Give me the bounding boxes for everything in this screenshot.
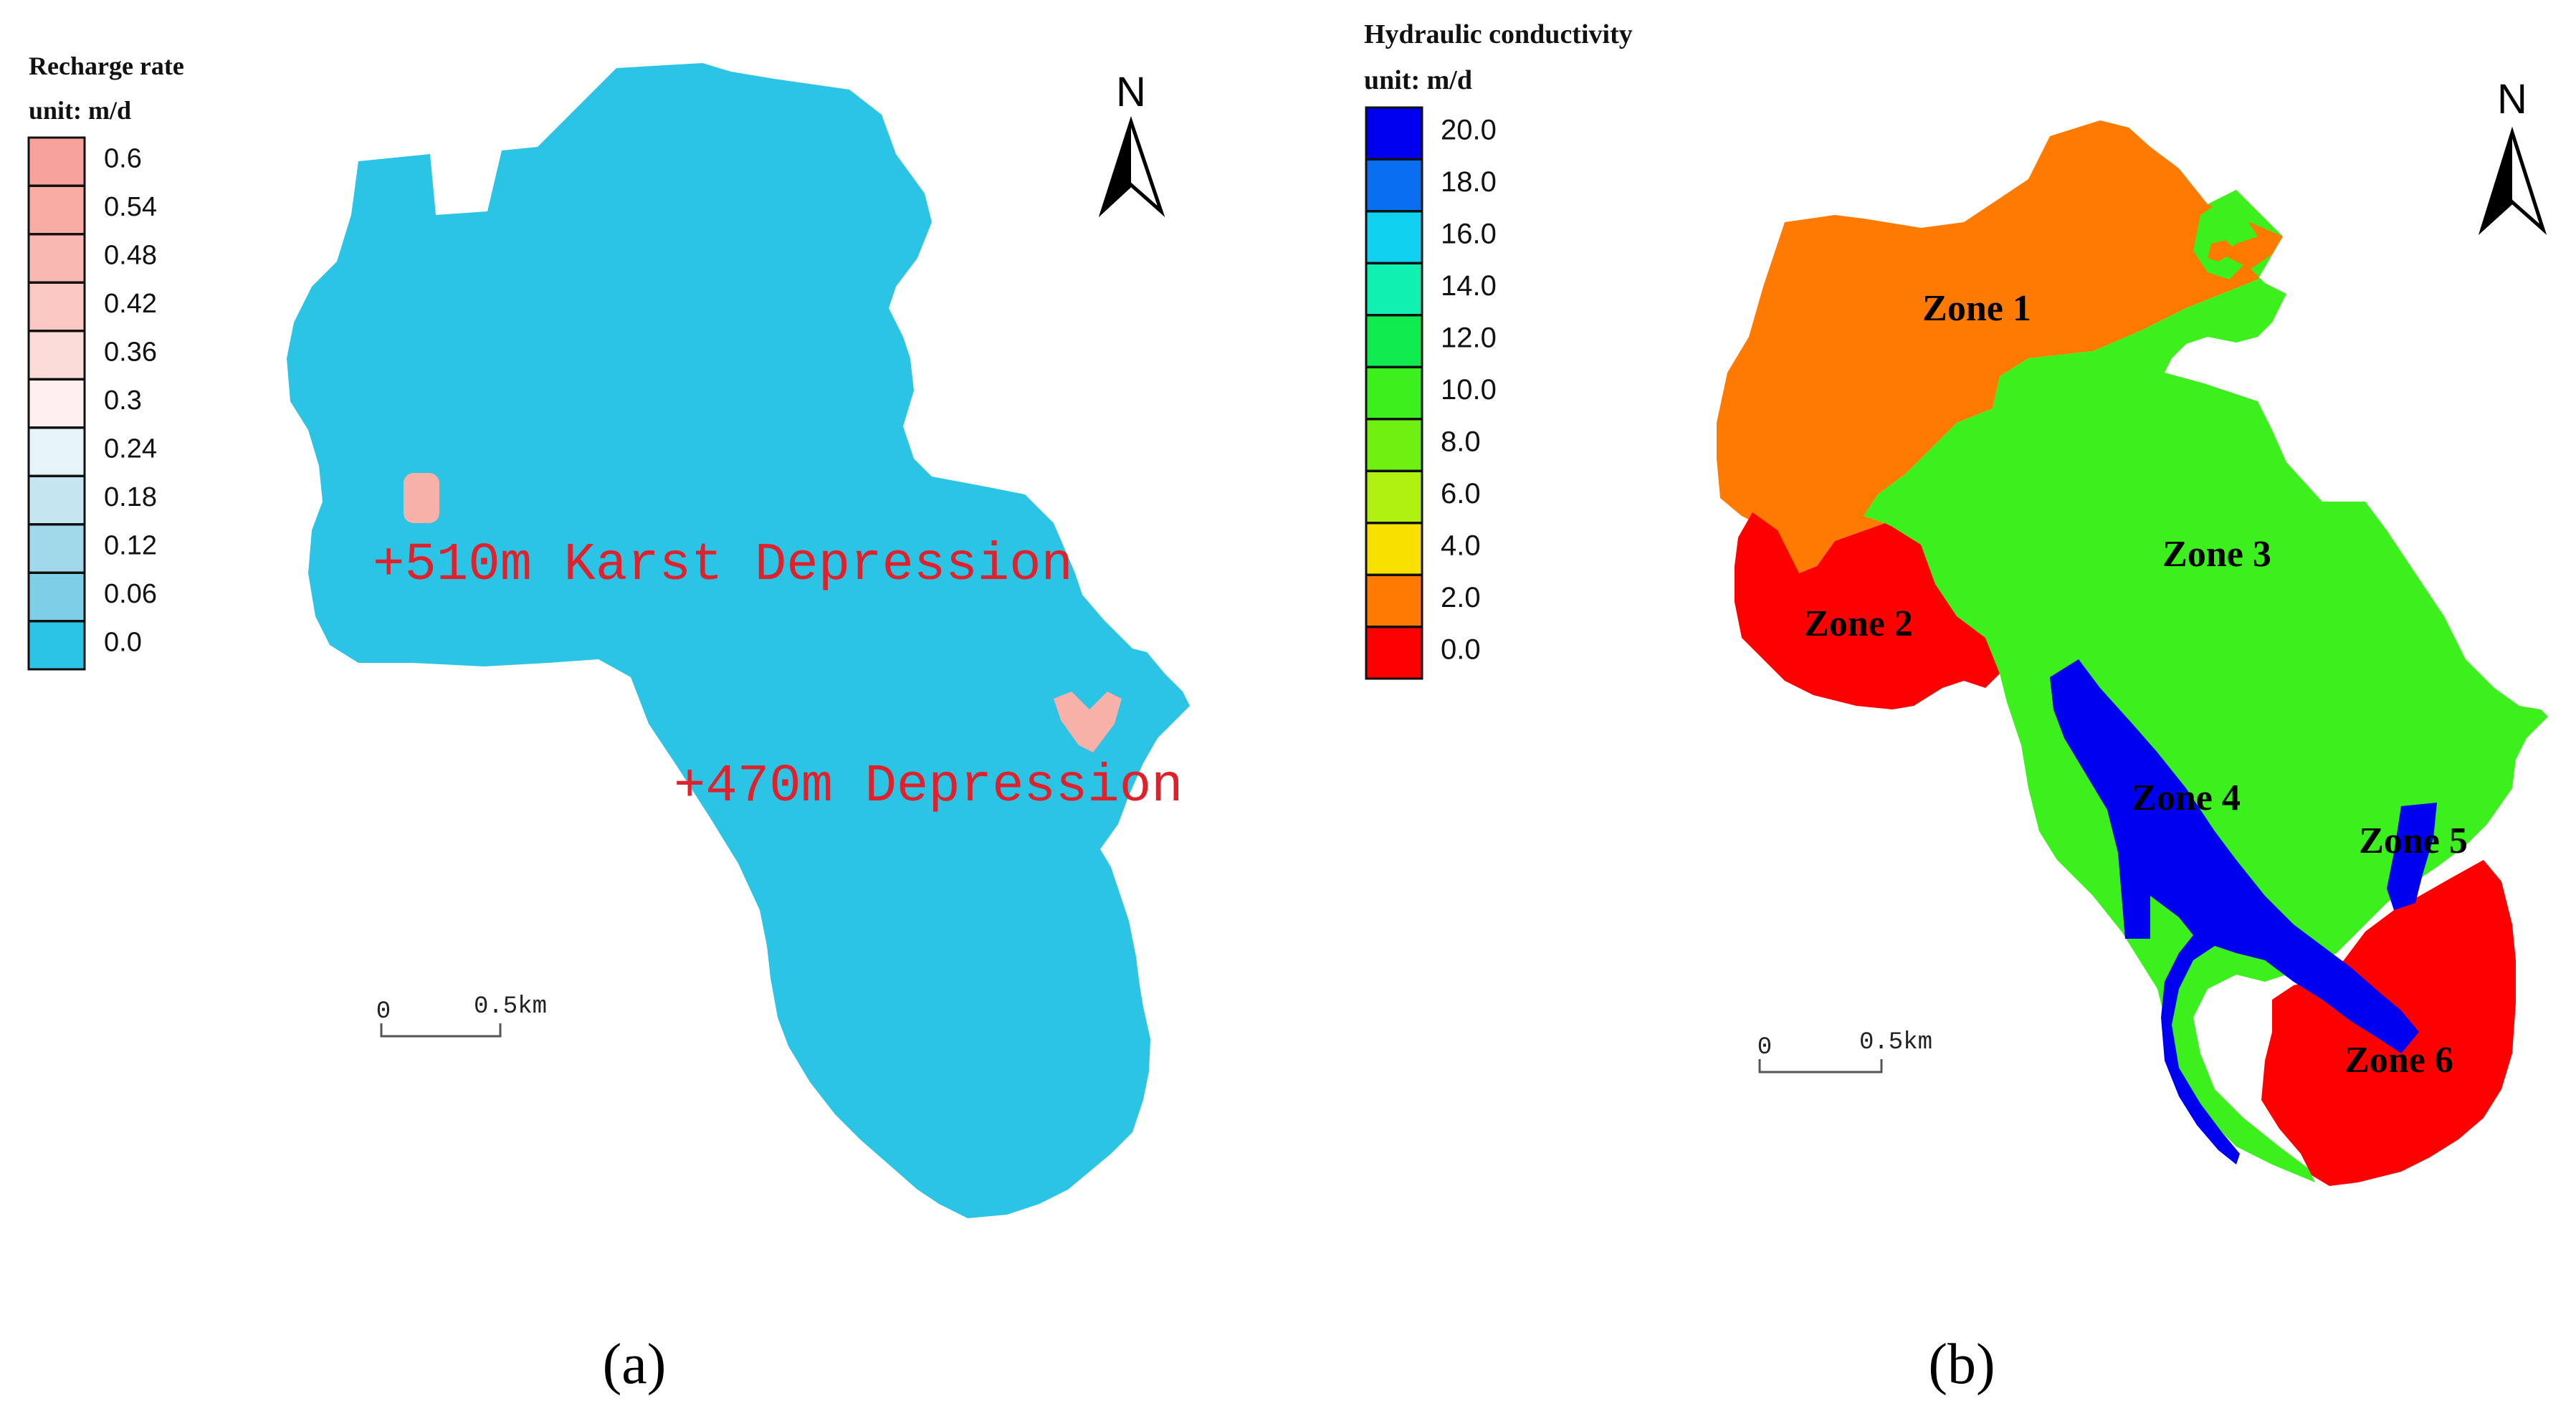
legend-swatches: 0.6 0.54 0.48 0.42 0.36 0.3 0.24 0.18 0.12 0.06 0.… — [27, 136, 157, 671]
legend-swatch — [27, 426, 86, 477]
annotation-depression: +470m Depression — [674, 757, 1183, 817]
scale-start: 0 — [1757, 1034, 1772, 1061]
zone-3-area — [1864, 190, 2548, 1182]
karst-depression-510 — [404, 473, 439, 523]
legend-title: Recharge rate — [29, 52, 184, 80]
zone-3-label: Zone 3 — [2162, 534, 2271, 575]
zone-5-area — [2387, 803, 2437, 910]
legend-label: 0.48 — [104, 241, 157, 271]
zone-2-label: Zone 2 — [1804, 603, 1913, 644]
zone-1-label: Zone 1 — [1922, 288, 2031, 329]
zone-4-label: Zone 4 — [2132, 778, 2241, 818]
legend-swatch — [1365, 470, 1423, 524]
legend-swatch — [27, 330, 86, 381]
legend-swatch — [27, 282, 86, 332]
legend-swatches: 20.0 18.0 16.0 14.0 12.0 10.0 8.0 6.0 4.0 2.0 0.0 — [1365, 106, 1497, 680]
legend-label: 2.0 — [1441, 582, 1481, 613]
legend-label: 0.24 — [104, 434, 157, 464]
legend-swatch — [1365, 626, 1423, 680]
zone-2-area — [1735, 512, 2000, 709]
scale-line — [380, 1023, 502, 1038]
scale-end: 0.5km — [474, 993, 547, 1020]
legend-swatch — [27, 475, 86, 525]
legend-label: 0.36 — [104, 338, 157, 368]
annotation-karst-depression: +510m Karst Depression — [373, 535, 1073, 596]
legend-swatch — [27, 523, 86, 574]
legend-label: 18.0 — [1441, 166, 1497, 198]
legend-swatch — [1365, 574, 1423, 628]
zone-5-label: Zone 5 — [2359, 821, 2468, 861]
legend-label: 10.0 — [1441, 374, 1497, 406]
legend-swatch — [27, 620, 86, 671]
legend-unit: unit: m/d — [1364, 65, 1472, 95]
legend-swatch — [1365, 106, 1423, 161]
legend-label: 0.0 — [104, 628, 142, 658]
depression-470 — [1054, 692, 1122, 752]
legend-label: 6.0 — [1441, 478, 1481, 510]
legend-label: 20.0 — [1441, 115, 1497, 146]
zone-6-label: Zone 6 — [2344, 1040, 2453, 1081]
legend-label: 0.42 — [104, 289, 157, 319]
legend-label: 0.3 — [104, 386, 142, 416]
legend-swatch — [27, 185, 86, 235]
north-label: N — [1116, 69, 1146, 115]
panel-b-label: (b) — [1928, 1333, 1995, 1396]
panel-a: Recharge rate unit: m/d 0.60.540.480.420… — [27, 52, 1190, 1396]
scale-bar-a: 0 0.5km — [376, 993, 547, 1038]
legend-swatch — [27, 378, 86, 429]
legend-unit: unit: m/d — [29, 96, 131, 125]
scale-end: 0.5km — [1859, 1029, 1932, 1056]
north-label: N — [2497, 76, 2527, 123]
panel-b: Hydraulic conductivity unit: m/d 20.0 18.… — [1364, 19, 2548, 1396]
legend-label: 0.6 — [104, 144, 142, 174]
zone-4-area — [2050, 659, 2419, 1164]
panel-a-label: (a) — [603, 1333, 667, 1396]
legend-swatch — [1365, 522, 1423, 576]
legend-swatch — [1365, 314, 1423, 368]
legend-swatch — [27, 136, 86, 187]
scale-start: 0 — [376, 998, 391, 1025]
legend-swatch — [1365, 210, 1423, 264]
scale-line — [1758, 1059, 1883, 1073]
study-area-recharge — [287, 63, 1190, 1218]
legend-swatch — [1365, 418, 1423, 472]
scale-bar-b: 0 0.5km — [1757, 1029, 1932, 1073]
north-arrow-a: N — [1098, 69, 1165, 218]
zone-1-area — [1717, 120, 2283, 573]
north-arrow-b: N — [2478, 76, 2547, 235]
legend-label: 0.06 — [104, 579, 157, 609]
legend-swatch — [27, 572, 86, 622]
recharge-legend: Recharge rate unit: m/d 0.60.540.480.420… — [27, 52, 184, 671]
legend-label: 16.0 — [1441, 219, 1497, 250]
legend-swatch — [1365, 366, 1423, 420]
legend-title: Hydraulic conductivity — [1364, 19, 1633, 49]
legend-swatch — [27, 233, 86, 284]
legend-label: 14.0 — [1441, 270, 1497, 302]
legend-swatch — [1365, 262, 1423, 316]
legend-label: 12.0 — [1441, 322, 1497, 354]
legend-label: 0.0 — [1441, 634, 1481, 666]
legend-label: 4.0 — [1441, 530, 1481, 562]
legend-label: 0.12 — [104, 531, 157, 561]
legend-label: 0.18 — [104, 482, 157, 512]
conductivity-legend: Hydraulic conductivity unit: m/d 20.0 18.… — [1364, 19, 1633, 680]
legend-swatch — [1365, 158, 1423, 212]
legend-label: 8.0 — [1441, 426, 1481, 458]
legend-label: 0.54 — [104, 192, 157, 222]
zone-1-inlet — [2208, 240, 2236, 262]
